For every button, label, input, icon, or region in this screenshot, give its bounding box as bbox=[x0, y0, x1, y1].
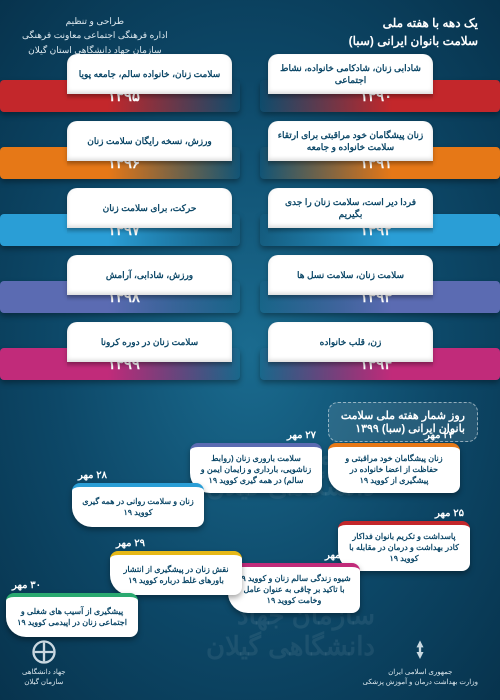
slogan-tab: سلامت زنان، سلامت نسل ها bbox=[268, 255, 433, 295]
day-step-d30: ۳۰ مهر پیشگیری از آسیب های شغلی و اجتماعی… bbox=[6, 580, 138, 637]
slogan-tab: سلامت زنان، خانواده سالم، جامعه پویا bbox=[67, 54, 232, 94]
day-bubble: سلامت باروری زنان (روابط زناشویی، باردار… bbox=[190, 443, 322, 493]
year-row: ۱۳۹۰شادابی زنان، شادکامی خانواده، نشاط ا… bbox=[260, 54, 500, 112]
year-row: ۱۳۹۴زن، قلب خانواده bbox=[260, 322, 500, 380]
day-date: ۲۹ مهر bbox=[110, 538, 242, 549]
day-date: ۳۰ مهر bbox=[6, 580, 138, 591]
year-row: ۱۳۹۵سلامت زنان، خانواده سالم، جامعه پویا bbox=[0, 54, 240, 112]
credits-line: طراحی و تنظیم bbox=[22, 14, 168, 28]
day-step-d28: ۲۸ مهر زنان و سلامت روانی در همه گیری کوو… bbox=[72, 470, 204, 527]
title-line-2: سلامت بانوان ایرانی (سبا) bbox=[349, 32, 478, 50]
emblem-jahad: جهاد دانشگاهی سازمان گیلان bbox=[22, 638, 66, 686]
subheader-line: روز شمار هفته ملی سلامت bbox=[341, 409, 465, 422]
emblem-ministry: جمهوری اسلامی ایران وزارت بهداشت درمان و… bbox=[363, 638, 478, 686]
slogan-tab: زنان پیشگامان خود مراقبتی برای ارتقاء سل… bbox=[268, 121, 433, 161]
emblem-label: جهاد دانشگاهی bbox=[22, 668, 66, 676]
slogan-tab: سلامت زنان در دوره کرونا bbox=[67, 322, 232, 362]
year-row: ۱۳۹۹سلامت زنان در دوره کرونا bbox=[0, 322, 240, 380]
year-row: ۱۳۹۶ورزش، نسخه رایگان سلامت زنان bbox=[0, 121, 240, 179]
slogan-tab: شادابی زنان، شادکامی خانواده، نشاط اجتما… bbox=[268, 54, 433, 94]
title-line-1: یک دهه با هفته ملی bbox=[349, 14, 478, 32]
year-row: ۱۳۹۸ورزش، شادابی، آرامش bbox=[0, 255, 240, 313]
slogan-tab: ورزش، نسخه رایگان سلامت زنان bbox=[67, 121, 232, 161]
emblem-label: وزارت بهداشت درمان و آموزش پزشکی bbox=[363, 678, 478, 686]
credits-line: اداره فرهنگی اجتماعی معاونت فرهنگی bbox=[22, 28, 168, 42]
page-title: یک دهه با هفته ملی سلامت بانوان ایرانی (… bbox=[349, 14, 478, 50]
day-date: ۲۷ مهر bbox=[190, 430, 322, 441]
day-date: ۲۴ مهر bbox=[328, 430, 460, 441]
day-date: ۲۶ مهر bbox=[228, 550, 360, 561]
year-row: ۱۳۹۱زنان پیشگامان خود مراقبتی برای ارتقا… bbox=[260, 121, 500, 179]
day-bubble: شیوه زندگی سالم زنان و کووید ۱۹ با تاکید… bbox=[228, 563, 360, 613]
day-bubble: پیشگیری از آسیب های شغلی و اجتماعی زنان … bbox=[6, 593, 138, 637]
day-date: ۲۵ مهر bbox=[338, 508, 470, 519]
day-bubble: زنان پیشگامان خود مراقبتی و حفاظت از اعض… bbox=[328, 443, 460, 493]
slogan-tab: فردا دیر است، سلامت زنان را جدی بگیریم bbox=[268, 188, 433, 228]
emblem-label: سازمان گیلان bbox=[24, 678, 63, 686]
day-step-d24: ۲۴ مهر زنان پیشگامان خود مراقبتی و حفاظت … bbox=[328, 430, 460, 493]
year-row: ۱۳۹۷حرکت، برای سلامت زنان bbox=[0, 188, 240, 246]
slogan-tab: حرکت، برای سلامت زنان bbox=[67, 188, 232, 228]
emblem-label: جمهوری اسلامی ایران bbox=[388, 668, 452, 676]
year-row: ۱۳۹۳سلامت زنان، سلامت نسل ها bbox=[260, 255, 500, 313]
infographic-root: { "header": { "title_l1": "یک دهه با هفت… bbox=[0, 0, 500, 700]
day-step-d26: ۲۶ مهر شیوه زندگی سالم زنان و کووید ۱۹ با… bbox=[228, 550, 360, 613]
slogan-tab: زن، قلب خانواده bbox=[268, 322, 433, 362]
year-column-left: ۱۳۹۵سلامت زنان، خانواده سالم، جامعه پویا… bbox=[0, 54, 240, 389]
day-date: ۲۸ مهر bbox=[72, 470, 204, 481]
year-column-right: ۱۳۹۰شادابی زنان، شادکامی خانواده، نشاط ا… bbox=[260, 54, 500, 389]
day-step-d27: ۲۷ مهر سلامت باروری زنان (روابط زناشویی، … bbox=[190, 430, 322, 493]
year-row: ۱۳۹۲فردا دیر است، سلامت زنان را جدی بگیر… bbox=[260, 188, 500, 246]
slogan-tab: ورزش، شادابی، آرامش bbox=[67, 255, 232, 295]
day-bubble: زنان و سلامت روانی در همه گیری کووید ۱۹ bbox=[72, 483, 204, 527]
